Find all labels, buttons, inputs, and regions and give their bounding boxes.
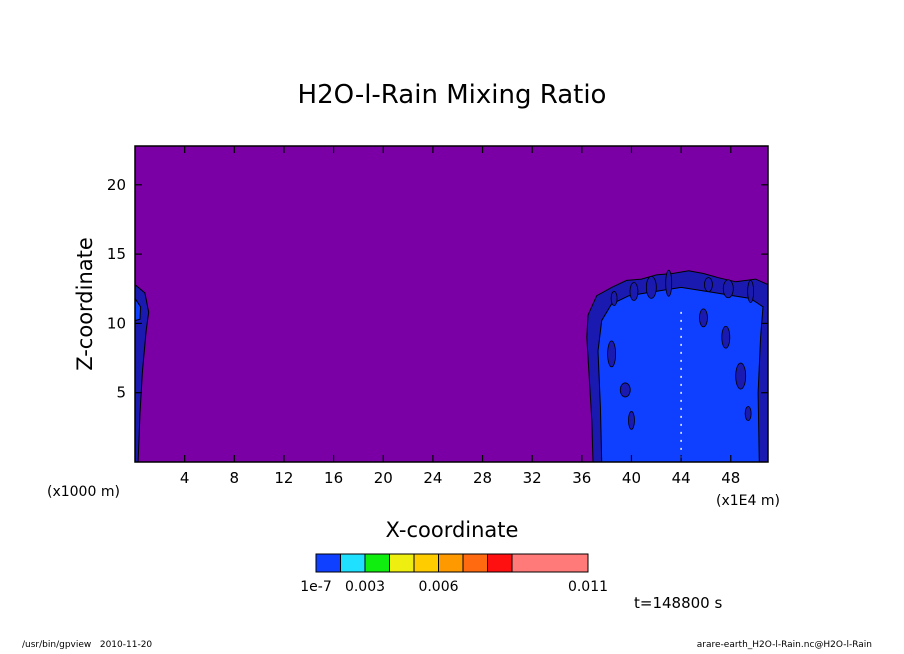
y-tick-label: 10 <box>107 314 126 332</box>
x-axis-label: X-coordinate <box>386 518 519 542</box>
chart-title: H2O-l-Rain Mixing Ratio <box>298 80 607 110</box>
colorbar-swatch <box>511 553 589 573</box>
colorbar-swatch <box>364 553 390 573</box>
contour-blob <box>645 275 657 299</box>
x-tick-label: 12 <box>274 469 293 487</box>
contour-region-left-edge-cloud <box>134 283 150 463</box>
colorbar-swatch <box>413 553 439 573</box>
y-tick-label: 20 <box>107 176 126 194</box>
x-tick-label: 20 <box>374 469 393 487</box>
footer-date: 2010-11-20 <box>99 640 153 650</box>
x-tick-label: 40 <box>622 469 641 487</box>
contour-blob <box>722 279 734 299</box>
y-axis-label: Z-coordinate <box>73 237 97 371</box>
contour-blob <box>744 406 752 421</box>
colorbar-label: 1e-7 <box>300 579 331 595</box>
contour-blob <box>619 382 631 398</box>
colorbar-label: 0.006 <box>418 579 458 595</box>
contour-streaks <box>607 269 755 458</box>
x-tick-label: 48 <box>721 469 740 487</box>
x-tick-label: 16 <box>324 469 343 487</box>
contour-blob <box>665 269 673 297</box>
contour-blob <box>747 280 755 303</box>
colorbar-swatch <box>389 553 415 573</box>
footer-program-path: /usr/bin/gpview <box>22 640 92 650</box>
contour-blob <box>721 325 731 349</box>
colorbar-swatch <box>315 553 341 573</box>
x-axis: 4 8 12 16 20 24 28 32 36 40 44 48 <box>180 146 740 487</box>
x-unit-left: (x1000 m) <box>47 484 120 500</box>
footer-left: /usr/bin/gpview 2010-11-20 <box>22 640 152 650</box>
contour-blob <box>607 340 617 368</box>
colorbar-swatch <box>340 553 366 573</box>
x-tick-label: 4 <box>180 469 190 487</box>
contour-blob <box>704 277 713 292</box>
colorbar-swatch <box>438 553 464 573</box>
footer-right: arare-earth_H2O-l-Rain.nc@H2O-l-Rain <box>696 640 872 650</box>
plot-frame <box>134 145 769 463</box>
x-tick-label: 28 <box>473 469 492 487</box>
contour-blob <box>610 291 618 306</box>
contour-blob <box>735 362 747 390</box>
colorbar: 1e-7 0.003 0.006 0.011 <box>300 553 608 595</box>
contour-region-right-rain-core <box>597 286 764 463</box>
colorbar-label: 0.011 <box>568 579 608 595</box>
x-tick-label: 44 <box>672 469 691 487</box>
y-axis: 5 10 15 20 <box>107 176 768 402</box>
colorbar-swatch <box>487 553 513 573</box>
x-tick-label: 8 <box>230 469 240 487</box>
x-tick-label: 32 <box>523 469 542 487</box>
contour-blob <box>629 282 639 301</box>
x-tick-label: 24 <box>423 469 442 487</box>
colorbar-swatch <box>462 553 488 573</box>
y-tick-label: 15 <box>107 245 126 263</box>
y-tick-label: 5 <box>116 384 126 402</box>
contour-blob <box>699 308 708 328</box>
x-unit-right: (x1E4 m) <box>716 493 780 509</box>
time-label: t=148800 s <box>634 594 723 612</box>
contour-blob <box>628 411 635 430</box>
colorbar-label: 0.003 <box>345 579 385 595</box>
x-tick-label: 36 <box>572 469 591 487</box>
